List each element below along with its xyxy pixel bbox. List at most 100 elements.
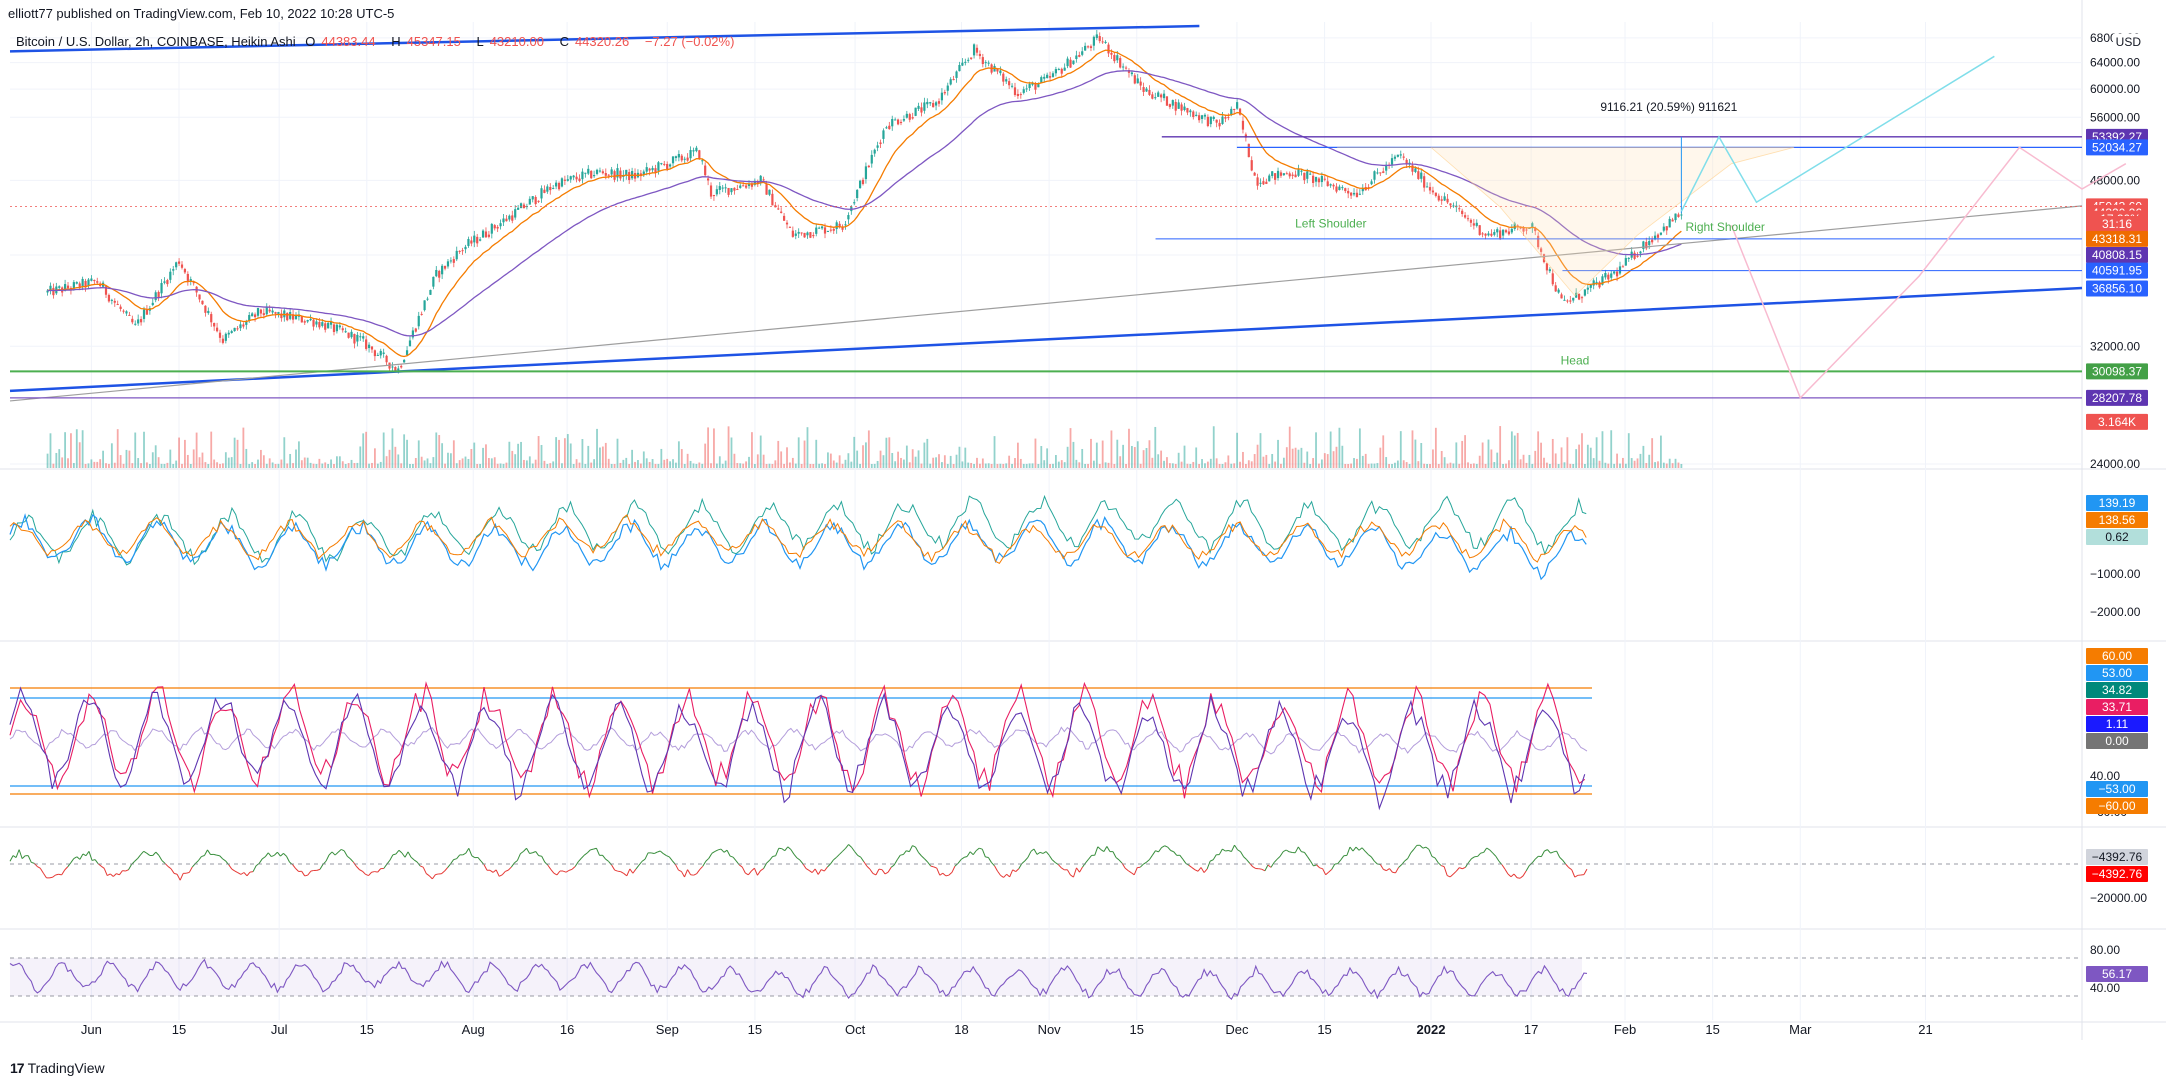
volume-bar [789, 463, 791, 468]
candle-body [1318, 178, 1320, 182]
volume-bar [181, 464, 183, 468]
volume-bar [470, 449, 472, 468]
candle-body [1435, 193, 1437, 196]
volume-bar [1222, 464, 1224, 468]
volume-bar [231, 457, 233, 468]
volume-bar [1204, 463, 1206, 468]
flow-line-segment [727, 850, 730, 856]
flow-line-segment [1207, 861, 1210, 869]
bullish-projection-path[interactable] [1681, 56, 1994, 211]
tradingview-brand[interactable]: 17 TradingView [10, 1060, 105, 1076]
candle-body [1449, 203, 1451, 205]
volume-bar [719, 456, 721, 468]
volume-bar [1625, 464, 1627, 468]
flow-line-segment [1338, 860, 1341, 864]
flow-line-segment [1286, 850, 1289, 852]
candle-body [1192, 112, 1194, 117]
volume-bar [836, 463, 838, 468]
flow-line-segment [10, 856, 13, 862]
candle-body [1303, 173, 1305, 180]
candle-body [1029, 84, 1031, 88]
candle-body [1499, 230, 1501, 238]
candle-body [1587, 288, 1589, 290]
volume-bar [520, 442, 522, 468]
volume-bar [430, 463, 432, 468]
candle-body [1324, 179, 1326, 180]
flow-line-segment [630, 869, 633, 873]
volume-bar [1184, 446, 1186, 468]
candle-body [1458, 208, 1460, 209]
flow-line-segment [1271, 863, 1274, 868]
candle-body [301, 316, 303, 322]
candle-body [704, 166, 706, 176]
flow-line-segment [1326, 872, 1329, 875]
flow-line-segment [1146, 860, 1149, 863]
candle-body [1183, 107, 1185, 110]
candle-body [692, 150, 694, 151]
price-tick-label: 56000.00 [2090, 110, 2140, 124]
candle-body [128, 315, 130, 316]
symbol-legend[interactable]: Bitcoin / U.S. Dollar, 2h, COINBASE, Hei… [16, 34, 746, 49]
flow-line-segment [633, 869, 636, 873]
volume-bar [517, 444, 519, 468]
flow-line-segment [16, 850, 19, 858]
flow-line-segment [50, 877, 53, 878]
candle-body [613, 171, 615, 180]
currency-button[interactable]: USD [2113, 34, 2144, 50]
candle-body [1268, 175, 1270, 181]
flow-line-segment [849, 844, 852, 847]
candle-body [903, 119, 905, 121]
flow-line-segment [268, 853, 271, 857]
candle-body [871, 155, 873, 164]
flow-line-segment [1432, 856, 1435, 857]
flow-line-segment [745, 873, 748, 875]
flow-line-segment [885, 872, 888, 874]
volume-bar [622, 460, 624, 468]
oscillator-value-tag-text: 1.11 [2106, 717, 2129, 731]
candle-body [1549, 269, 1551, 271]
volume-bar [1537, 431, 1539, 468]
candle-body [1081, 51, 1083, 55]
flow-line-segment [1453, 871, 1456, 874]
volume-bar [1637, 458, 1639, 468]
flow-line-segment [1277, 856, 1280, 859]
candle-body [87, 280, 89, 286]
volume-bar [1014, 458, 1016, 468]
flow-line-segment [1350, 847, 1353, 851]
bearish-projection-path[interactable] [1731, 147, 2125, 398]
candle-body [1008, 81, 1010, 85]
volume-bar [634, 462, 636, 468]
candle-body [973, 44, 975, 55]
candle-body [827, 231, 829, 232]
candle-body [1508, 231, 1510, 234]
candle-body [491, 224, 493, 234]
flow-line-segment [1104, 846, 1107, 851]
volume-bar [1523, 455, 1525, 468]
flow-line-segment [1341, 856, 1344, 860]
volume-bar [1151, 458, 1153, 468]
volume-bar [526, 460, 528, 468]
flow-line-segment [642, 859, 645, 861]
volume-bar [830, 454, 832, 468]
volume-bar [184, 440, 186, 468]
candle-body [701, 160, 703, 161]
volume-bar [1461, 441, 1463, 468]
candle-body [1280, 172, 1282, 175]
flow-line-segment [1317, 865, 1320, 868]
flow-line-segment [1128, 871, 1131, 873]
candle-body [505, 219, 507, 222]
volume-bar [1219, 464, 1221, 468]
volume-bar [1575, 449, 1577, 468]
volume-bar [1452, 463, 1454, 468]
time-tick-label: Jul [271, 1022, 288, 1037]
flow-line-segment [1119, 860, 1122, 863]
volume-bar [1105, 462, 1107, 468]
flow-line-segment [998, 871, 1001, 875]
volume-bar [614, 464, 616, 468]
volume-bar [435, 432, 437, 468]
volume-bar [704, 444, 706, 468]
candle-body [76, 282, 78, 284]
flow-line-segment [408, 852, 411, 857]
